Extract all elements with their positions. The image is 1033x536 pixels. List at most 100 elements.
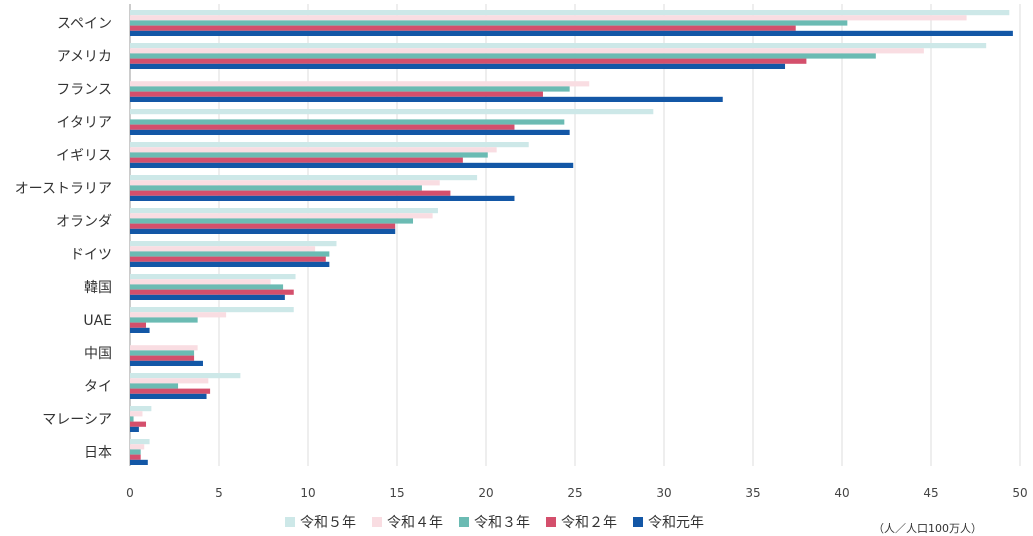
bar: [130, 124, 515, 130]
bar: [130, 383, 179, 389]
category-label: アメリカ: [57, 49, 112, 65]
bar: [130, 175, 478, 181]
legend-label: 令和３年: [474, 515, 530, 531]
bar: [130, 261, 330, 267]
x-tick-label: 0: [126, 486, 134, 500]
bar: [130, 48, 924, 54]
bar: [130, 251, 330, 257]
bar: [130, 279, 271, 285]
bar: [130, 393, 207, 399]
bar: [130, 129, 570, 135]
x-tick-label: 30: [656, 486, 671, 500]
bar: [130, 322, 147, 328]
bar: [130, 157, 463, 163]
bar: [130, 43, 987, 49]
category-label: イタリア: [57, 115, 112, 131]
bar: [130, 15, 967, 21]
bar: [130, 20, 848, 26]
bar: [130, 426, 139, 432]
category-label: オランダ: [56, 214, 112, 230]
legend-item: 令和４年: [372, 512, 443, 532]
bar: [130, 378, 209, 384]
legend-swatch: [633, 517, 643, 527]
bar: [130, 307, 294, 313]
legend-label: 令和４年: [387, 515, 443, 531]
bar: [130, 289, 294, 295]
bar: [130, 58, 807, 64]
bar: [130, 312, 227, 318]
bar: [130, 228, 396, 234]
bar: [130, 317, 198, 323]
category-label: タイ: [84, 379, 112, 395]
bar: [130, 449, 141, 455]
bar: [130, 53, 876, 59]
bar: [130, 355, 195, 361]
x-tick-label: 40: [834, 486, 849, 500]
legend-item: 令和５年: [285, 512, 356, 532]
gridlines: [129, 4, 1021, 466]
bars: [130, 10, 1013, 465]
legend-label: 令和２年: [561, 515, 617, 531]
bar: [130, 10, 1010, 16]
x-tick-label: 25: [567, 486, 582, 500]
bar: [130, 284, 284, 290]
bar: [130, 218, 414, 224]
bar: [130, 195, 515, 201]
bar: [130, 152, 488, 158]
bar: [130, 162, 574, 168]
bar: [130, 454, 141, 460]
bar: [130, 190, 451, 196]
bar: [130, 96, 723, 102]
bar: [130, 439, 150, 445]
bar: [130, 81, 590, 87]
x-tick-label: 10: [300, 486, 315, 500]
legend: 令和５年 令和４年 令和３年 令和２年 令和元年: [285, 512, 704, 532]
legend-label: 令和５年: [300, 515, 356, 531]
bar: [130, 345, 198, 351]
bar: [130, 86, 570, 92]
bar: [130, 350, 195, 356]
legend-swatch: [372, 517, 382, 527]
category-label: オーストラリア: [15, 181, 112, 197]
x-tick-label: 20: [478, 486, 493, 500]
category-label: UAE: [83, 313, 112, 329]
bar: [130, 388, 211, 394]
category-label: 韓国: [84, 280, 112, 296]
bar: [130, 185, 422, 191]
bar: [130, 147, 497, 153]
legend-item: 令和２年: [546, 512, 617, 532]
bar: [130, 373, 241, 379]
legend-swatch: [546, 517, 556, 527]
bar: [130, 327, 150, 333]
category-label: フランス: [56, 82, 112, 98]
bar: [130, 274, 296, 280]
bar: [130, 180, 440, 186]
bar: [130, 223, 396, 229]
legend-item: 令和３年: [459, 512, 530, 532]
category-label: スペイン: [57, 16, 112, 32]
bar: [130, 30, 1013, 36]
bar: [130, 91, 543, 97]
legend-swatch: [459, 517, 469, 527]
x-tick-label: 5: [215, 486, 223, 500]
bar: [130, 294, 285, 300]
bar: [130, 416, 134, 422]
legend-item: 令和元年: [633, 512, 704, 532]
bar: [130, 406, 152, 412]
x-tick-label: 50: [1012, 486, 1027, 500]
x-tick-label: 35: [745, 486, 760, 500]
bar: [130, 360, 203, 366]
legend-label: 令和元年: [648, 515, 704, 531]
category-label: イギリス: [56, 148, 112, 164]
x-tick-label: 15: [389, 486, 404, 500]
bar: [130, 459, 148, 465]
bar: [130, 256, 326, 262]
bar: [130, 213, 433, 219]
bar: [130, 246, 316, 252]
x-tick-label: 45: [923, 486, 938, 500]
bar: [130, 208, 438, 214]
x-tick-labels: 0 5 10 15 20 25 30 35 40 45 50: [126, 486, 1027, 500]
bar: [130, 119, 565, 125]
bar: [130, 421, 147, 427]
